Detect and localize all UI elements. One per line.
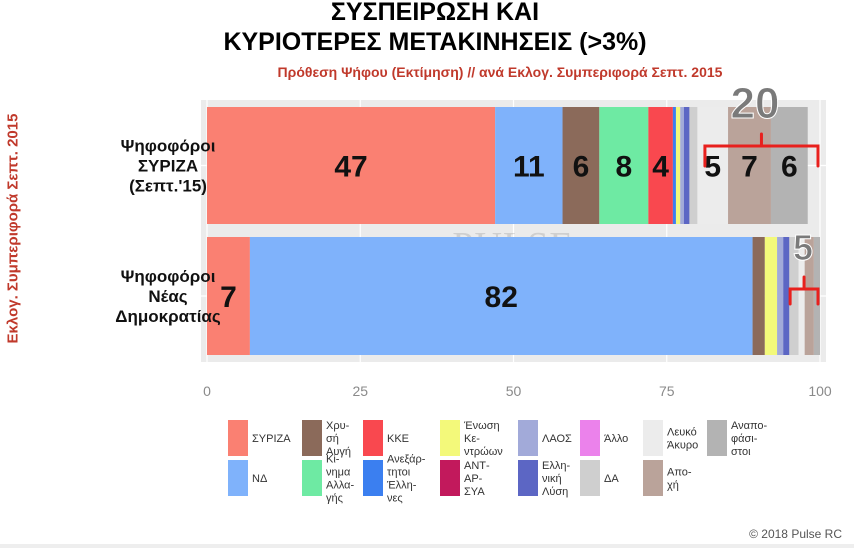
legend-swatch-da — [580, 460, 600, 496]
chart-subtitle: Πρόθεση Ψήφου (Εκτίμηση) // ανά Εκλογ. Σ… — [277, 64, 723, 80]
chart-title-line-2: ΚΥΡΙΟΤΕΡΕΣ ΜΕΤΑΚΙΝΗΣΕΙΣ (>3%) — [223, 28, 647, 56]
row-category-label: Ψηφοφόροι Νέας Δημοκρατίας — [115, 267, 221, 326]
bracket-annotation — [788, 275, 820, 306]
legend-swatch-el — [518, 460, 538, 496]
bar-segment-anapof — [770, 107, 808, 224]
legend-label-kinal: Κί-νημα Αλλα-γής — [326, 454, 355, 505]
data-label: 8 — [615, 151, 632, 184]
data-label: 7 — [741, 151, 758, 184]
bar-segment-kinal — [599, 107, 649, 224]
bar-segment-laos — [680, 107, 684, 224]
legend-swatch-kke — [363, 420, 383, 456]
legend-label-lefko: Λευκό Άκυρο — [667, 427, 698, 452]
row-category-label: Ψηφοφόροι ΣΥΡΙΖΑ (Σεπτ.'15) — [121, 137, 216, 196]
bar-segment-syriza — [207, 237, 250, 355]
x-tick-label: 100 — [808, 383, 832, 399]
legend-swatch-laos — [518, 420, 538, 456]
legend-label-da: ΔΑ — [604, 473, 619, 485]
legend-label-syriza: ΣΥΡΙΖΑ — [252, 433, 291, 445]
bar-segment-ek — [764, 237, 778, 355]
legend-swatch-lefko — [643, 420, 663, 456]
bracket-total-label: 20 — [731, 79, 780, 128]
data-label: 82 — [485, 281, 518, 314]
bar-segment-nd — [249, 237, 753, 355]
bar-segment-xa — [752, 237, 765, 355]
data-label: 6 — [573, 151, 590, 184]
legend-swatch-ek — [440, 420, 460, 456]
bar-segment-laos — [777, 237, 784, 355]
bar-segment-nd — [495, 107, 563, 224]
bar-segment-el — [683, 107, 690, 224]
legend-label-anel: Ανεξάρ-τητοι Έλλη-νες — [386, 454, 426, 505]
chart-title-line-1: ΣΥΣΠΕΙΡΩΣΗ ΚΑΙ — [330, 0, 540, 26]
legend-swatch-anapof — [707, 420, 727, 456]
legend-swatch-antarsya — [440, 460, 460, 496]
legend-label-antarsya: ΑΝΤ-ΑΡ-ΣΥΑ — [464, 460, 490, 498]
bar-segment-ek — [675, 107, 681, 224]
x-tick-label: 25 — [352, 383, 368, 399]
data-label: 5 — [704, 151, 721, 184]
legend-swatch-allo — [580, 420, 600, 456]
data-label: 11 — [513, 151, 545, 184]
bar-segment-syriza — [207, 107, 496, 224]
x-tick-label: 0 — [203, 383, 211, 399]
data-label: 7 — [220, 281, 237, 314]
legend-swatch-xa — [302, 420, 322, 456]
bar-segment-lefko — [697, 107, 729, 224]
data-label: 47 — [334, 151, 367, 184]
bar-segment-apoxi — [804, 237, 814, 355]
legend-label-anapof: Αναπο-φάσι-στοι — [731, 420, 768, 458]
legend-swatch-kinal — [302, 460, 322, 496]
legend-label-nd: ΝΔ — [252, 473, 268, 485]
bar-segment-anel — [672, 107, 676, 224]
x-tick-label: 50 — [506, 383, 522, 399]
data-label: 6 — [781, 151, 798, 184]
bar-segment-lefko — [798, 237, 805, 355]
legend-label-xa: Χρυ-σή Αυγή — [326, 420, 351, 458]
bar-segment-apoxi — [728, 107, 771, 224]
data-label: 4 — [652, 151, 669, 184]
legend-swatch-nd — [228, 460, 248, 496]
bracket-annotation — [703, 132, 820, 168]
legend-label-allo: Άλλο — [604, 433, 628, 445]
legend-label-laos: ΛΑΟΣ — [542, 433, 572, 445]
legend-label-apoxi: Απο-χή — [667, 467, 692, 492]
bar-segment-da — [789, 237, 799, 355]
bar-segment-el — [783, 237, 790, 355]
bar-segment-xa — [562, 107, 600, 224]
legend-swatch-apoxi — [643, 460, 663, 496]
legend-swatch-syriza — [228, 420, 248, 456]
legend-label-ek: Ένωση Κε-ντρώων — [463, 420, 503, 458]
bar-segment-kke — [648, 107, 673, 224]
bottom-strip — [0, 544, 854, 548]
legend-swatch-anel — [363, 460, 383, 496]
bracket-total-label: 5 — [793, 227, 813, 268]
bar-segment-da — [689, 107, 698, 224]
x-tick-label: 75 — [659, 383, 675, 399]
legend-label-el: Ελλη-νική Λύση — [542, 460, 570, 498]
copyright-text: © 2018 Pulse RC — [749, 527, 842, 541]
legend-label-kke: ΚΚΕ — [387, 433, 409, 445]
